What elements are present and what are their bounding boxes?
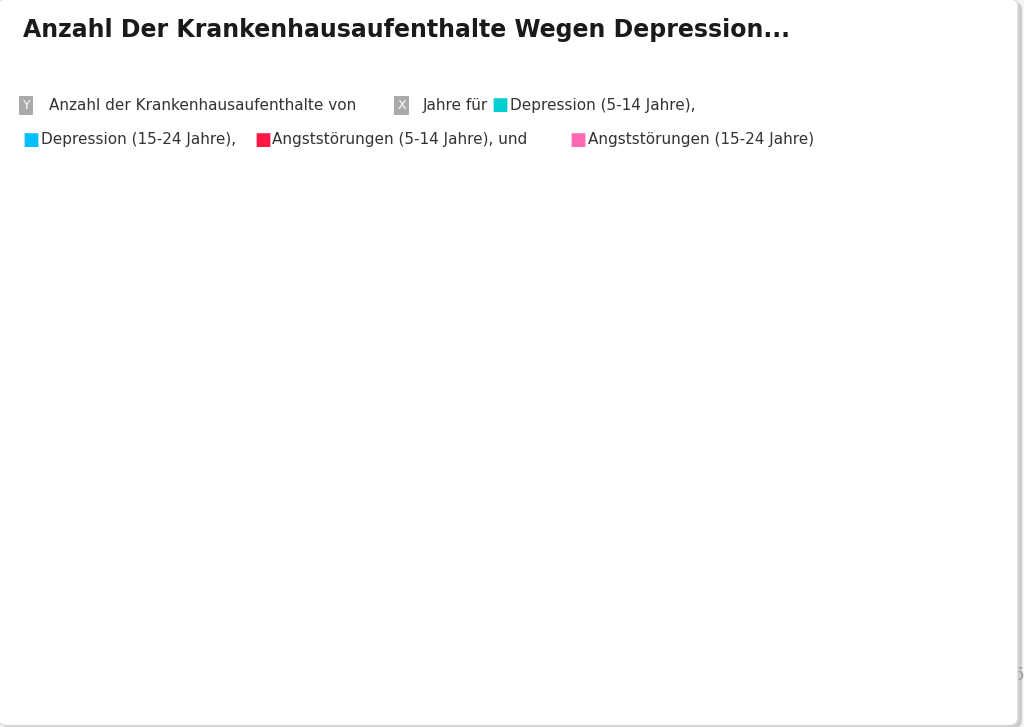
Text: Angststörungen (5-14 Jahre), und: Angststörungen (5-14 Jahre), und: [272, 132, 527, 147]
Text: Y: Y: [23, 99, 30, 112]
Text: Angststörungen (15-24 Jahre): Angststörungen (15-24 Jahre): [588, 132, 814, 147]
Text: ■: ■: [492, 97, 509, 114]
Text: ■: ■: [23, 131, 40, 148]
Text: Anzahl Der Krankenhausaufenthalte Wegen Depression...: Anzahl Der Krankenhausaufenthalte Wegen …: [23, 18, 790, 42]
Text: Jahre für: Jahre für: [423, 98, 488, 113]
Text: Depression (15-24 Jahre),: Depression (15-24 Jahre),: [41, 132, 237, 147]
Text: X: X: [397, 99, 406, 112]
Text: Depression (5-14 Jahre),: Depression (5-14 Jahre),: [510, 98, 695, 113]
Text: ■: ■: [569, 131, 587, 148]
Text: Anzahl der Krankenhausaufenthalte von: Anzahl der Krankenhausaufenthalte von: [49, 98, 356, 113]
Text: ■: ■: [254, 131, 271, 148]
